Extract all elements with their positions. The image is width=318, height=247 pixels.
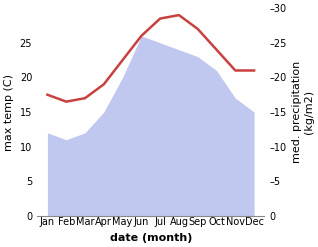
X-axis label: date (month): date (month) xyxy=(110,233,192,243)
Y-axis label: med. precipitation
(kg/m2): med. precipitation (kg/m2) xyxy=(292,61,314,163)
Y-axis label: max temp (C): max temp (C) xyxy=(4,74,14,150)
